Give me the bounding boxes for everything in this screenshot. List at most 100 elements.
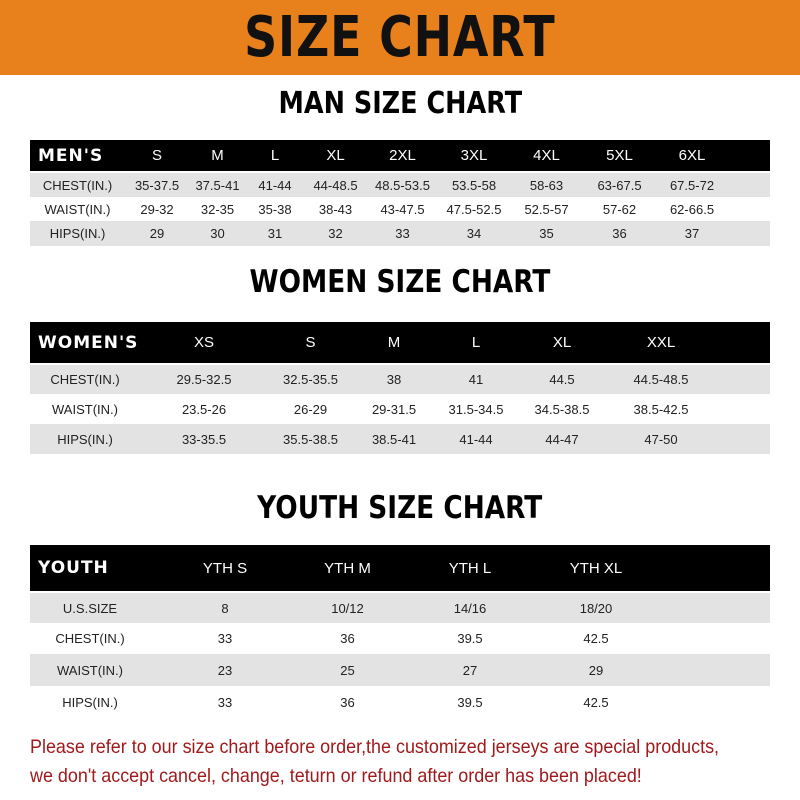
measurement-value: 34.5-38.5 bbox=[534, 401, 590, 417]
measurement-value: 35.5-38.5 bbox=[283, 431, 338, 447]
measurement-value: 47-50 bbox=[644, 431, 678, 447]
measurement-value: 38.5-42.5 bbox=[633, 401, 689, 417]
size-column-header: XL bbox=[326, 147, 345, 164]
size-column-header: L bbox=[471, 334, 481, 351]
measurement-label: CHEST(IN.) bbox=[42, 177, 113, 193]
measurement-label: HIPS(IN.) bbox=[49, 226, 106, 241]
measurement-value: 32-35 bbox=[200, 201, 235, 217]
measurement-value: 43-47.5 bbox=[380, 201, 425, 217]
size-column-header: YTH L bbox=[448, 559, 492, 577]
size-column-header: M bbox=[211, 147, 224, 164]
measurement-value: 29 bbox=[149, 226, 165, 241]
measurement-value: 33 bbox=[395, 226, 410, 241]
measurement-value: 39.5 bbox=[457, 694, 483, 710]
measurement-value: 32.5-35.5 bbox=[283, 372, 338, 387]
size-column-header: L bbox=[270, 147, 280, 164]
measurement-value: 52.5-57 bbox=[524, 201, 569, 217]
table-label: YOUTH bbox=[38, 558, 109, 578]
order-notice: Please refer to our size chart before or… bbox=[30, 733, 790, 791]
measurement-value: 44.5-48.5 bbox=[633, 372, 689, 387]
measurement-value: 31.5-34.5 bbox=[448, 401, 504, 417]
measurement-label: WAIST(IN.) bbox=[57, 662, 123, 678]
measurement-value: 35-37.5 bbox=[134, 177, 180, 193]
size-column-header: 4XL bbox=[533, 147, 560, 164]
size-column-header: YTH M bbox=[324, 559, 371, 577]
women-size-table: WOMEN'S XS S M L XL XXL CHEST(IN.) 29.5-32.5 32.5… bbox=[30, 322, 770, 454]
table-label: WOMEN'S bbox=[38, 332, 139, 353]
size-column-header: S bbox=[151, 147, 162, 164]
measurement-value: 62-66.5 bbox=[669, 201, 715, 217]
measurement-value: 35 bbox=[539, 226, 554, 241]
size-column-header: XS bbox=[193, 334, 214, 351]
measurement-value: 10/12 bbox=[331, 600, 364, 616]
measurement-value: 33-35.5 bbox=[181, 431, 227, 447]
size-column-header: XXL bbox=[646, 334, 676, 351]
measurement-value: 25 bbox=[340, 662, 355, 678]
measurement-value: 44.5 bbox=[549, 372, 575, 387]
table-row: WAIST(IN.) 29-32 32-35 35-38 38-43 43-47.5 47.… bbox=[30, 197, 770, 221]
measurement-value: 26-29 bbox=[293, 401, 328, 417]
measurement-value: 47.5-52.5 bbox=[446, 201, 502, 217]
table-row: WAIST(IN.) 23.5-26 26-29 29-31.5 31.5-34.5 34… bbox=[30, 394, 770, 424]
youth-section-title: YOUTH SIZE CHART bbox=[257, 490, 543, 526]
measurement-value: 33 bbox=[217, 694, 233, 710]
measurement-value: 30 bbox=[210, 226, 225, 241]
measurement-label: WAIST(IN.) bbox=[44, 201, 111, 217]
order-notice-line-2: we don't accept cancel, change, teturn o… bbox=[30, 765, 642, 787]
banner-title: SIZE CHART bbox=[244, 5, 556, 70]
measurement-label: CHEST(IN.) bbox=[50, 372, 120, 387]
measurement-value: 27 bbox=[462, 662, 478, 678]
table-row: HIPS(IN.) 33 36 39.5 42.5 bbox=[30, 686, 770, 718]
table-label: MEN'S bbox=[38, 145, 104, 166]
men-section-title: MAN SIZE CHART bbox=[278, 86, 522, 121]
size-column-header: S bbox=[305, 334, 316, 351]
men-size-table: MEN'S S M L XL 2XL 3XL 4XL 5XL 6XL CHEST(IN.) 35-37… bbox=[30, 140, 770, 246]
measurement-value: 44-48.5 bbox=[313, 177, 358, 193]
women-header-row: WOMEN'S XS S M L XL XXL bbox=[30, 322, 770, 363]
measurement-value: 36 bbox=[340, 694, 355, 710]
table-row: HIPS(IN.) 33-35.5 35.5-38.5 38.5-41 41-44 44-… bbox=[30, 424, 770, 454]
measurement-value: 36 bbox=[340, 631, 355, 646]
size-column-header: XL bbox=[552, 334, 572, 351]
measurement-value: 34 bbox=[466, 226, 482, 241]
measurement-value: 37 bbox=[684, 226, 700, 241]
measurement-value: 63-67.5 bbox=[597, 177, 642, 193]
measurement-value: 29 bbox=[588, 662, 604, 678]
youth-size-table: YOUTH YTH S YTH M YTH L YTH XL U.S.SIZE 8 10/12… bbox=[30, 545, 770, 718]
size-column-header: YTH S bbox=[202, 559, 248, 577]
measurement-value: 67.5-72 bbox=[669, 177, 715, 193]
measurement-value: 57-62 bbox=[602, 201, 637, 217]
measurement-value: 23 bbox=[217, 662, 233, 678]
measurement-value: 32 bbox=[328, 226, 343, 241]
measurement-value: 31 bbox=[267, 226, 283, 241]
youth-header-row: YOUTH YTH S YTH M YTH L YTH XL bbox=[30, 545, 770, 591]
measurement-value: 18/20 bbox=[579, 600, 613, 616]
size-column-header: 5XL bbox=[606, 147, 633, 164]
size-column-header: 2XL bbox=[389, 147, 416, 164]
measurement-label: HIPS(IN.) bbox=[57, 431, 113, 447]
measurement-label: HIPS(IN.) bbox=[62, 694, 118, 710]
measurement-label: U.S.SIZE bbox=[62, 600, 118, 616]
measurement-value: 29.5-32.5 bbox=[176, 372, 232, 387]
size-column-header: 6XL bbox=[678, 147, 706, 164]
measurement-value: 41-44 bbox=[258, 177, 292, 193]
measurement-value: 58-63 bbox=[529, 177, 564, 193]
women-section-title: WOMEN SIZE CHART bbox=[249, 264, 551, 300]
measurement-value: 29-32 bbox=[140, 201, 174, 217]
measurement-label: WAIST(IN.) bbox=[52, 401, 118, 417]
table-row: CHEST(IN.) 35-37.5 37.5-41 41-44 44-48.5 48.5… bbox=[30, 173, 770, 197]
table-row: HIPS(IN.) 29 30 31 32 33 34 35 36 37 bbox=[30, 221, 770, 246]
measurement-value: 36 bbox=[612, 226, 627, 241]
measurement-value: 8 bbox=[221, 600, 229, 616]
measurement-value: 44-47 bbox=[545, 431, 579, 447]
size-column-header: YTH XL bbox=[569, 559, 623, 577]
measurement-value: 42.5 bbox=[583, 631, 609, 646]
size-chart-banner: SIZE CHART bbox=[0, 0, 800, 75]
measurement-value: 39.5 bbox=[457, 631, 483, 646]
measurement-value: 33 bbox=[217, 631, 233, 646]
table-row: CHEST(IN.) 33 36 39.5 42.5 bbox=[30, 623, 770, 654]
table-row: CHEST(IN.) 29.5-32.5 32.5-35.5 38 41 44.5 44.5… bbox=[30, 365, 770, 394]
measurement-value: 42.5 bbox=[583, 694, 609, 710]
measurement-value: 41 bbox=[468, 372, 484, 387]
measurement-value: 38 bbox=[386, 372, 402, 387]
